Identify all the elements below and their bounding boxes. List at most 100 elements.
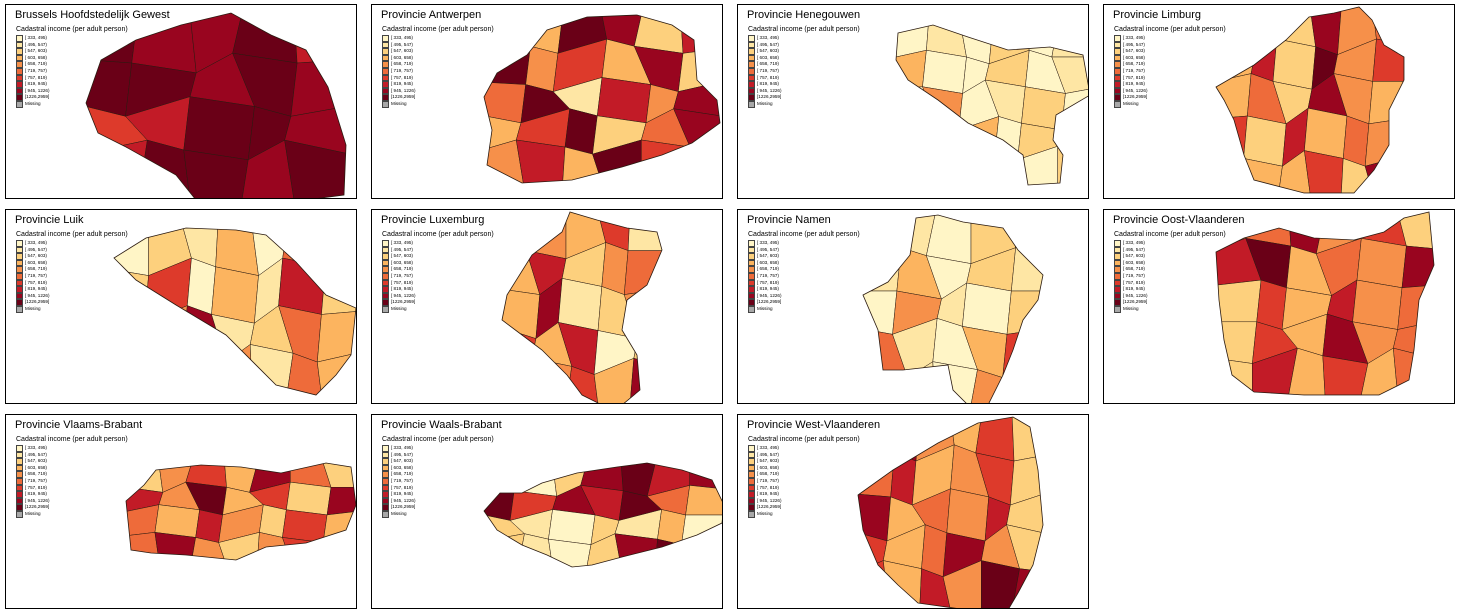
map-region <box>502 212 535 251</box>
legend-entry: [ 495, 547) <box>1114 246 1226 254</box>
legend-label: [ 333, 495) <box>391 240 413 245</box>
legend-label: [ 495, 547) <box>391 451 413 457</box>
map-panel: Provincie Luik Cadastral income (per adu… <box>5 209 357 404</box>
legend-swatch <box>1114 253 1121 260</box>
legend-entry: [ 819, 945) <box>16 286 128 293</box>
legend-entry: [ 547, 603) <box>16 458 128 465</box>
map-region <box>1393 347 1434 395</box>
map-region <box>241 139 295 198</box>
legend-entry: [ 547, 603) <box>382 48 494 55</box>
legend-swatch <box>382 94 389 101</box>
legend-swatch <box>16 48 23 55</box>
panel-title: Provincie Vlaams-Brabant <box>15 419 143 431</box>
legend-swatch <box>382 35 389 42</box>
map-region <box>183 96 255 161</box>
legend-label: [ 945, 1226) <box>757 497 782 503</box>
legend-label: [1226,2959] <box>391 504 416 510</box>
legend-swatch <box>748 464 755 472</box>
legend-label: [ 658, 719) <box>1123 61 1145 67</box>
legend-swatch <box>382 305 389 313</box>
map-panel: Provincie Waals-Brabant Cadastral income… <box>371 414 723 609</box>
legend-entry: Missing <box>1114 100 1226 108</box>
choropleth-map <box>1215 6 1405 194</box>
map-legend: Cadastral income (per adult person) [ 333… <box>382 231 494 313</box>
legend-swatch <box>382 74 389 82</box>
map-region <box>290 59 346 117</box>
legend-swatch <box>382 504 389 511</box>
legend-swatch <box>382 266 389 273</box>
legend-swatch <box>382 87 389 95</box>
legend-label: [ 603, 658) <box>25 259 47 265</box>
legend-label: [ 547, 603) <box>25 253 47 259</box>
map-region <box>286 481 332 516</box>
legend-entry: [ 945, 1226) <box>1114 292 1226 300</box>
legend-label: [ 495, 547) <box>25 246 47 252</box>
legend-label: [ 757, 819) <box>25 279 47 285</box>
map-legend: Cadastral income (per adult person) [ 333… <box>16 231 128 313</box>
legend-entry: [ 603, 658) <box>382 54 494 62</box>
legend-swatch <box>1114 266 1121 273</box>
legend-label: [ 819, 945) <box>391 491 413 497</box>
legend-swatch <box>748 504 755 511</box>
legend-label: [ 495, 547) <box>25 41 47 47</box>
province-outline <box>1215 6 1405 194</box>
map-region <box>888 417 920 462</box>
legend-label: [ 757, 819) <box>391 484 413 490</box>
legend-label: [ 333, 495) <box>757 445 779 450</box>
legend-swatch <box>16 471 23 478</box>
legend-swatch <box>1114 94 1121 101</box>
legend-swatch <box>1114 41 1121 49</box>
legend-entry: [ 945, 1226) <box>748 497 860 505</box>
legend-label: [ 495, 547) <box>25 451 47 457</box>
map-region <box>182 353 227 395</box>
map-legend: Cadastral income (per adult person) [ 333… <box>1114 26 1226 108</box>
legend-entry: [ 603, 658) <box>748 464 860 472</box>
legend-label: [ 819, 945) <box>757 491 779 497</box>
legend-title: Cadastral income (per adult person) <box>748 231 860 238</box>
legend-swatch <box>382 61 389 68</box>
legend-label: Missing <box>25 510 41 516</box>
map-region <box>211 266 259 324</box>
legend-swatch <box>1114 292 1121 300</box>
map-region <box>680 15 720 54</box>
map-region <box>284 139 346 198</box>
map-region <box>922 50 967 94</box>
legend-label: [ 603, 658) <box>1123 259 1145 265</box>
legend-swatch <box>382 100 389 108</box>
legend-label: [ 495, 547) <box>757 451 779 457</box>
legend-label: [ 495, 547) <box>391 41 413 47</box>
province-outline <box>895 24 1088 186</box>
legend-swatch <box>748 484 755 492</box>
legend-label: [ 819, 945) <box>391 286 413 292</box>
legend-entry: [1226,2959] <box>16 94 128 101</box>
legend-label: [ 945, 1226) <box>391 292 416 298</box>
map-region <box>516 139 566 183</box>
legend-entry: [ 757, 819) <box>382 74 494 82</box>
legend-entry: [ 603, 658) <box>382 464 494 472</box>
legend-entry: [ 658, 719) <box>16 61 128 68</box>
legend-entry: [ 757, 819) <box>748 74 860 82</box>
legend-entry: [ 603, 658) <box>382 259 494 267</box>
legend-swatch <box>16 510 23 518</box>
choropleth-map <box>1215 211 1435 396</box>
legend-entry: [1226,2959] <box>382 299 494 306</box>
legend-entry: [ 658, 719) <box>748 266 860 273</box>
province-outline <box>85 12 347 198</box>
choropleth-map <box>895 24 1088 186</box>
legend-swatch <box>16 445 23 452</box>
legend-label: [ 547, 603) <box>1123 253 1145 259</box>
map-panel: Provincie Antwerpen Cadastral income (pe… <box>371 4 723 199</box>
legend-label: [ 719, 757) <box>25 272 47 278</box>
legend-swatch <box>1114 61 1121 68</box>
legend-swatch <box>16 477 23 485</box>
legend-entry: [ 658, 719) <box>1114 266 1226 273</box>
legend-swatch <box>16 491 23 498</box>
map-region <box>896 152 933 185</box>
map-region <box>863 366 908 403</box>
legend-swatch <box>382 292 389 300</box>
legend-entry: [1226,2959] <box>16 504 128 511</box>
legend-swatch <box>1114 74 1121 82</box>
legend-label: [ 658, 719) <box>757 61 779 67</box>
legend-entry: [ 819, 945) <box>1114 286 1226 293</box>
legend-swatch <box>382 41 389 49</box>
